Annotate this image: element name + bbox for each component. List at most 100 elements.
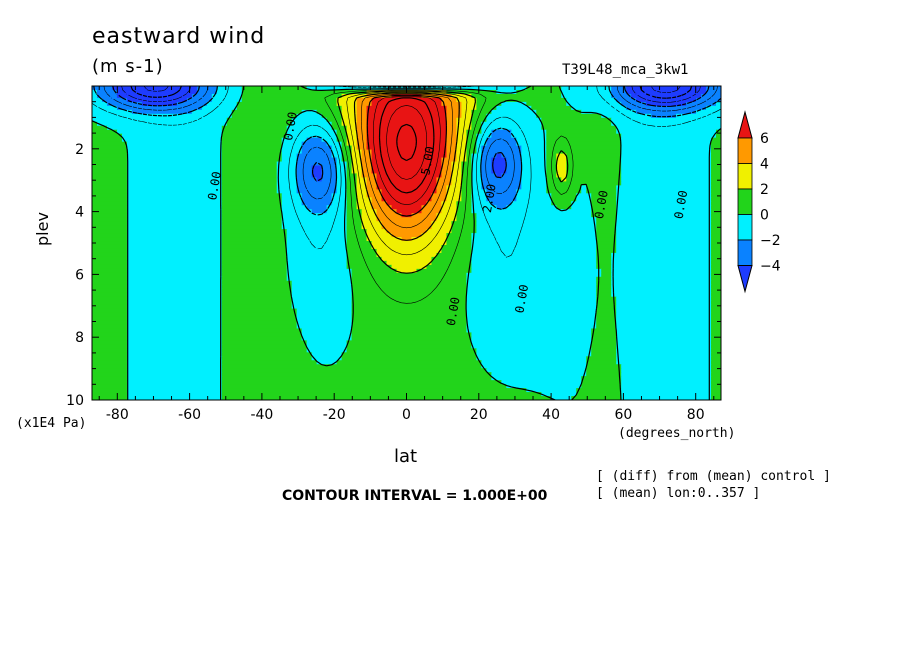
field-cell <box>471 260 597 266</box>
field-cell <box>311 209 328 214</box>
field-cell <box>96 93 118 99</box>
field-cell <box>621 149 712 155</box>
field-cell <box>381 193 433 198</box>
field-cell <box>616 344 712 349</box>
field-cell <box>616 229 712 234</box>
field-cell <box>711 348 721 353</box>
field-cell <box>221 364 482 369</box>
field-cell <box>92 312 128 318</box>
field-cell <box>466 157 472 163</box>
field-cell <box>311 356 343 361</box>
field-cell <box>366 233 393 238</box>
field-cell <box>441 161 453 167</box>
field-cell <box>596 248 617 254</box>
field-cell <box>331 145 343 151</box>
field-cell <box>616 237 712 242</box>
field-cell <box>311 352 343 357</box>
field-cell <box>711 185 721 190</box>
field-cell <box>621 137 712 143</box>
field-cell <box>346 252 378 258</box>
field-cell <box>286 272 353 278</box>
field-cell <box>341 352 477 357</box>
field-cell <box>92 197 128 202</box>
field-cell <box>441 205 458 210</box>
field-cell <box>291 300 353 306</box>
field-cell <box>711 328 721 334</box>
field-cell <box>706 105 721 111</box>
field-cell <box>611 276 712 282</box>
field-cell <box>486 368 587 373</box>
field-cell <box>351 157 363 163</box>
field-cell <box>616 241 712 246</box>
field-cell <box>346 244 373 250</box>
field-cell <box>126 229 223 234</box>
field-cell <box>546 185 582 190</box>
field-cell <box>341 93 368 99</box>
field-cell <box>376 185 438 190</box>
field-cell <box>551 193 577 198</box>
colorbar-segment <box>737 137 753 164</box>
field-cell <box>301 193 333 198</box>
field-cell <box>92 288 128 294</box>
field-cell <box>481 177 522 182</box>
field-cell <box>121 133 223 139</box>
field-cell <box>456 209 472 214</box>
field-cell <box>276 189 298 194</box>
field-cell <box>291 296 353 302</box>
field-cell <box>301 109 318 115</box>
field-cell <box>126 264 223 270</box>
field-cell <box>92 101 108 107</box>
field-cell <box>571 396 622 400</box>
field-cell <box>346 193 358 198</box>
field-cell <box>616 336 712 341</box>
field-cell <box>221 328 303 334</box>
field-cell <box>92 324 128 330</box>
contour-line <box>378 97 435 194</box>
field-cell <box>221 217 283 222</box>
field-cell <box>446 149 458 155</box>
field-cell <box>92 86 113 91</box>
field-cell <box>521 173 547 179</box>
field-cell <box>221 233 288 238</box>
field-cell <box>471 153 482 159</box>
field-cell <box>636 109 697 115</box>
field-cell <box>92 316 128 322</box>
field-cell <box>221 348 308 353</box>
field-cell <box>92 252 128 258</box>
field-cell <box>491 161 507 167</box>
field-cell <box>396 209 423 214</box>
field-cell <box>516 189 547 194</box>
y-tick-label: 6 <box>75 267 84 283</box>
field-cell <box>461 165 472 171</box>
field-cell <box>481 165 492 171</box>
field-cell <box>441 209 458 214</box>
x-tick-label: -80 <box>106 407 129 423</box>
field-cell <box>336 169 348 175</box>
field-cell <box>461 109 472 115</box>
field-cell <box>616 185 712 190</box>
field-cell <box>371 197 383 202</box>
field-cell <box>571 205 592 210</box>
field-cell <box>546 137 622 143</box>
field-cell <box>281 149 303 155</box>
field-cell <box>356 189 368 194</box>
field-cell <box>591 209 617 214</box>
field-cell <box>471 233 597 238</box>
field-cell <box>566 153 622 159</box>
field-cell <box>221 252 288 258</box>
field-cell <box>356 117 368 123</box>
field-cell <box>366 133 448 139</box>
field-cell <box>461 101 477 107</box>
field-cell <box>326 205 348 210</box>
field-cell <box>711 241 721 246</box>
field-cell <box>276 169 298 175</box>
field-cell <box>381 225 433 230</box>
field-cell <box>466 129 482 135</box>
field-cell <box>306 137 323 143</box>
field-cell <box>711 165 721 171</box>
field-cell <box>446 121 458 127</box>
field-cell <box>491 169 507 175</box>
contour-line <box>143 86 681 93</box>
field-cell <box>581 189 587 194</box>
